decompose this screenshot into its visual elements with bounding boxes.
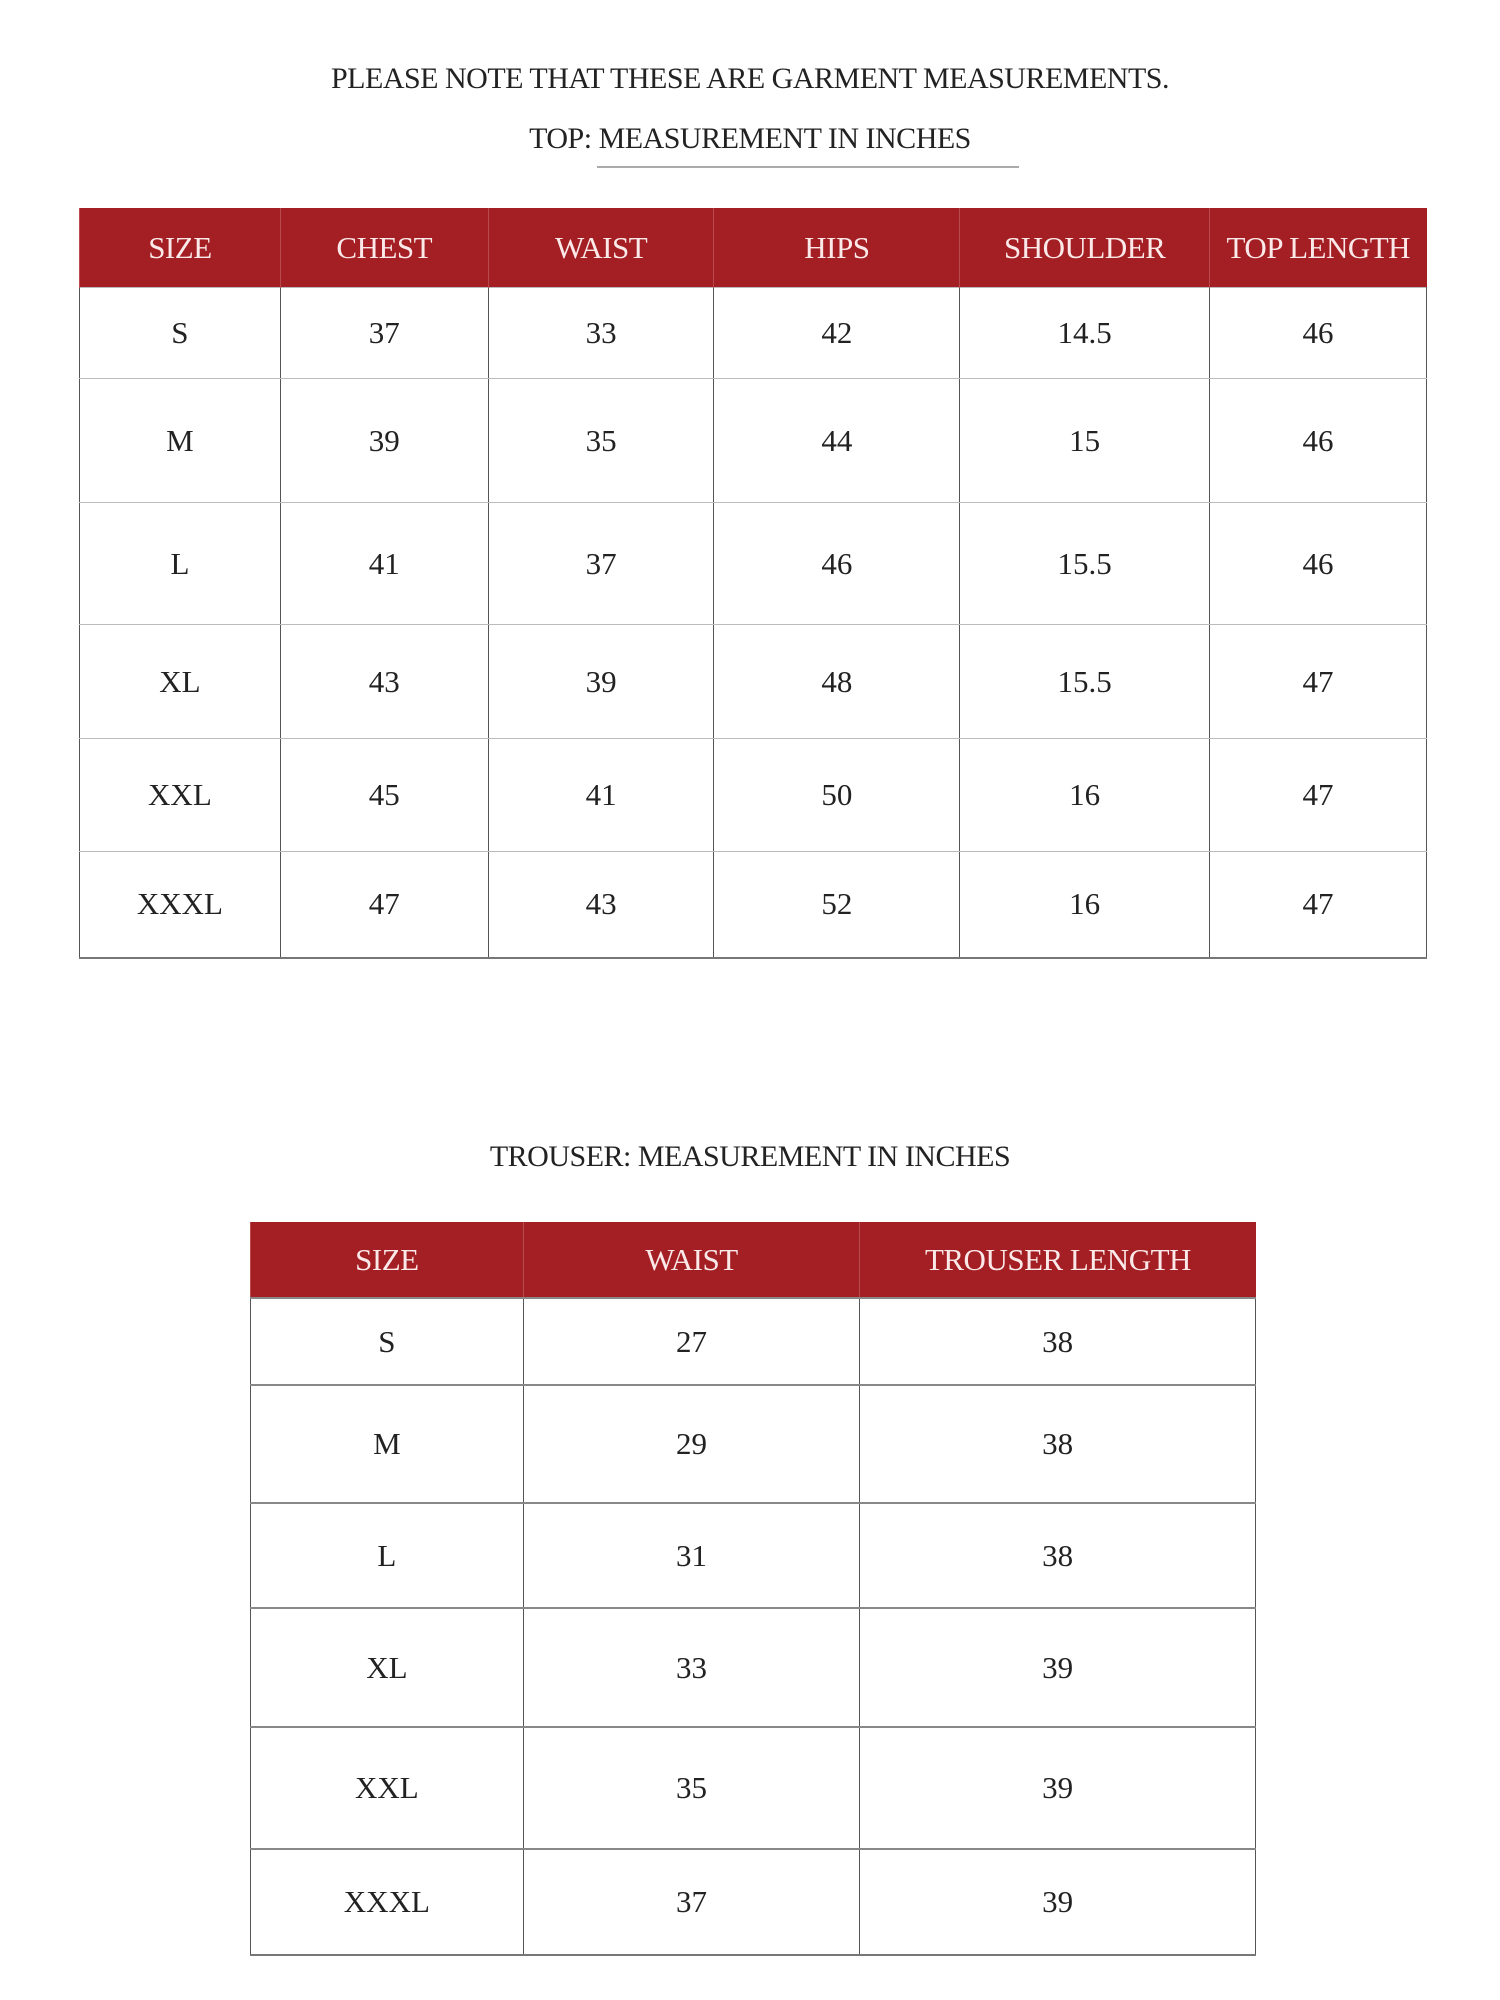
measurement-cell: 14.5: [959, 287, 1211, 379]
measurement-cell: 15.5: [959, 502, 1211, 625]
measurement-cell: 39: [859, 1607, 1256, 1728]
measurement-cell: 37: [487, 502, 715, 625]
column-header: TROUSER LENGTH: [859, 1222, 1256, 1298]
measurement-cell: 38: [859, 1297, 1256, 1386]
measurement-cell: 15: [959, 378, 1211, 503]
measurement-cell: 47: [1209, 624, 1427, 739]
measurement-cell: 46: [1209, 502, 1427, 625]
measurement-cell: 47: [1209, 738, 1427, 852]
column-header: TOP LENGTH: [1209, 208, 1427, 288]
column-header: SHOULDER: [959, 208, 1210, 288]
table-row: S 27 38: [250, 1297, 1256, 1386]
size-cell: S: [79, 287, 281, 379]
table-row: XL 33 39: [250, 1607, 1256, 1728]
size-cell: XXL: [250, 1726, 524, 1850]
measurement-cell: 52: [713, 851, 961, 959]
size-cell: XXL: [79, 738, 281, 852]
trouser-table-title: TROUSER: MEASUREMENT IN INCHES: [489, 1140, 1011, 1173]
measurement-cell: 50: [713, 738, 961, 852]
size-cell: L: [79, 502, 281, 625]
measurement-cell: 39: [859, 1848, 1256, 1956]
table-row: M 39 35 44 15 46: [79, 378, 1427, 503]
table-row: S 37 33 42 14.5 46: [79, 287, 1427, 379]
size-cell: XXXL: [250, 1848, 524, 1956]
measurement-cell: 41: [487, 738, 715, 852]
measurement-cell: 48: [713, 624, 961, 739]
measurement-cell: 16: [959, 738, 1211, 852]
top-table-title: TOP: MEASUREMENT IN INCHES: [529, 122, 971, 155]
column-header: CHEST: [279, 208, 489, 288]
top-size-table: SIZE CHEST WAIST HIPS SHOULDER TOP LENGTH S 37 3…: [79, 208, 1427, 959]
column-header: SIZE: [250, 1222, 524, 1298]
measurement-cell: 33: [487, 287, 715, 379]
size-cell: XXXL: [79, 851, 281, 959]
measurement-cell: 43: [279, 624, 489, 739]
measurement-cell: 47: [1209, 851, 1427, 959]
measurement-cell: 39: [279, 378, 489, 503]
measurement-cell: 46: [1209, 378, 1427, 503]
size-cell: XL: [79, 624, 281, 739]
title-underline: [597, 166, 1019, 168]
measurement-cell: 38: [859, 1384, 1256, 1504]
measurement-cell: 37: [522, 1848, 861, 1956]
measurement-cell: 46: [1209, 287, 1427, 379]
table-row: L 31 38: [250, 1502, 1256, 1609]
measurement-cell: 15.5: [959, 624, 1211, 739]
trouser-size-table: SIZE WAIST TROUSER LENGTH S 27 38 M 29 38 L 31 38 XL…: [250, 1222, 1256, 1956]
size-cell: M: [250, 1384, 524, 1504]
column-header: HIPS: [713, 208, 960, 288]
size-cell: L: [250, 1502, 524, 1609]
measurement-cell: 43: [487, 851, 715, 959]
measurement-cell: 41: [279, 502, 489, 625]
measurement-cell: 39: [487, 624, 715, 739]
measurement-cell: 47: [279, 851, 489, 959]
table-row: XL 43 39 48 15.5 47: [79, 624, 1427, 739]
table-row: XXL 45 41 50 16 47: [79, 738, 1427, 852]
measurement-cell: 16: [959, 851, 1211, 959]
garment-note: PLEASE NOTE THAT THESE ARE GARMENT MEASU…: [330, 62, 1170, 95]
measurement-cell: 31: [522, 1502, 861, 1609]
measurement-cell: 33: [522, 1607, 861, 1728]
measurement-cell: 38: [859, 1502, 1256, 1609]
column-header: SIZE: [79, 208, 281, 288]
measurement-cell: 35: [487, 378, 715, 503]
measurement-cell: 29: [522, 1384, 861, 1504]
table-row: XXXL 37 39: [250, 1848, 1256, 1956]
size-cell: XL: [250, 1607, 524, 1728]
column-header: WAIST: [522, 1222, 860, 1298]
measurement-cell: 37: [279, 287, 489, 379]
table-row: XXXL 47 43 52 16 47: [79, 851, 1427, 959]
column-header: WAIST: [487, 208, 714, 288]
measurement-cell: 42: [713, 287, 961, 379]
measurement-cell: 35: [522, 1726, 861, 1850]
measurement-cell: 27: [522, 1297, 861, 1386]
table-row: M 29 38: [250, 1384, 1256, 1504]
measurement-cell: 44: [713, 378, 961, 503]
measurement-cell: 45: [279, 738, 489, 852]
measurement-cell: 46: [713, 502, 961, 625]
table-row: L 41 37 46 15.5 46: [79, 502, 1427, 625]
table-row: XXL 35 39: [250, 1726, 1256, 1850]
size-cell: S: [250, 1297, 524, 1386]
measurement-cell: 39: [859, 1726, 1256, 1850]
size-cell: M: [79, 378, 281, 503]
